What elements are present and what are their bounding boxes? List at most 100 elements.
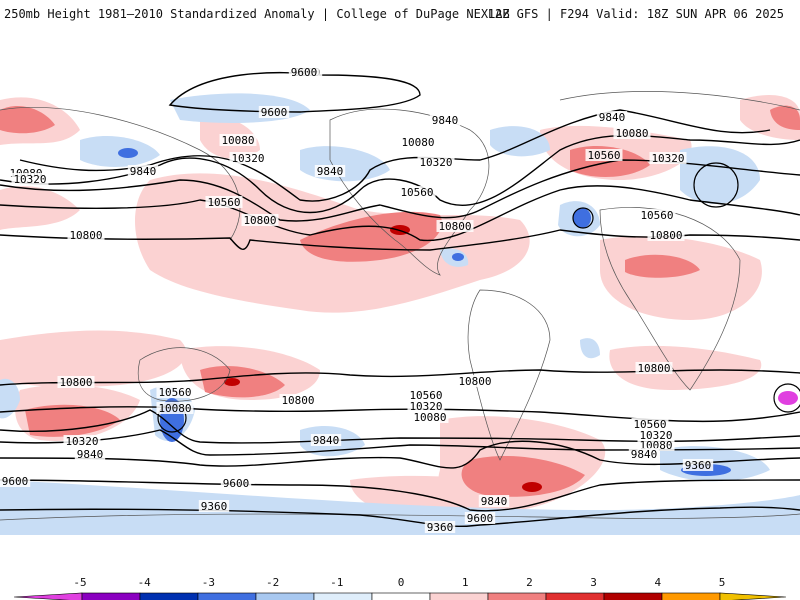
map-title: 250mb Height 1981–2010 Standardized Anom… [4,7,510,21]
contour-label-background [411,411,449,423]
contour-label-background [127,165,159,177]
contour-label: 9600 [223,477,250,490]
contour-label-background [57,376,95,388]
contour-9600-south [0,479,800,512]
contour-label: 10560 [633,418,666,431]
contour-label: 9840 [77,448,104,461]
contour-label-background [74,448,106,460]
contour-label: 10080 [221,134,254,147]
contour-label: 10800 [649,229,682,242]
contour-label-background [628,448,660,460]
contour-label-background [198,500,230,512]
contour-label: 10800 [281,394,314,407]
contour-label: 9600 [261,106,288,119]
contour-label-background [585,149,623,161]
africa-outline [599,207,741,391]
contour-label-background [0,475,31,487]
contour-label-background [436,220,474,232]
contour-label: 10560 [409,389,442,402]
contour-label-background [456,375,494,387]
colorbar-tick-label: -4 [137,576,151,589]
contour-label: 9360 [427,521,454,534]
contour-label: 10800 [458,375,491,388]
contour-label: 10080 [615,127,648,140]
contour-label-background [637,429,675,441]
colorbar-segment [719,592,787,600]
colorbar-segment [255,592,315,600]
antarctica-outline [0,513,800,521]
contour-label: 10320 [419,156,452,169]
contour-label-background [229,152,267,164]
contour-label: 10560 [640,209,673,222]
south-america-outline [467,289,551,461]
contour-label: 9600 [291,66,318,79]
anomaly-map: 9600960098409840984098401008010080100801… [0,40,800,570]
contour-10320-south [0,409,800,444]
colorbar [13,592,787,600]
contour-label-background [314,165,346,177]
colorbar-segment [429,592,489,600]
colorbar-segment [197,592,257,600]
contour-label-background [417,156,455,168]
contour-9840-south [0,440,800,469]
contour-label-background [67,229,105,241]
contour-label-background [399,136,437,148]
contour-label-background [647,229,685,241]
contour-10080-north [0,134,800,214]
contour-label: 9360 [685,459,712,472]
contour-label: 10080 [401,136,434,149]
contour-label-background [258,106,290,118]
contour-label-background [682,459,714,471]
contour-label: 9840 [130,165,157,178]
contour-label-background [241,214,279,226]
model-valid-time: 12Z GFS | F294 Valid: 18Z SUN APR 06 202… [487,7,784,21]
contour-label: 10320 [651,152,684,165]
colorbar-tick-label: -5 [73,576,87,589]
colorbar-tick-label: -2 [265,576,280,589]
colorbar-segment [371,592,431,600]
australia-outline [137,347,231,402]
contour-label-background [220,477,252,489]
contour-label-background [205,196,243,208]
contour-label-background [407,400,445,412]
colorbar-segment [313,592,373,600]
contour-label: 9840 [599,111,626,124]
contour-label-background [638,209,676,221]
contour-label: 10080 [158,402,191,415]
contour-label: 9840 [432,114,459,127]
colorbar-segment [81,592,141,600]
contour-label-background [63,435,101,447]
contour-label: 10560 [587,149,620,162]
colorbar-tick-label: 1 [461,576,469,589]
title-bar: 250mb Height 1981–2010 Standardized Anom… [0,0,800,40]
contour-label: 9840 [631,448,658,461]
contour-label-background [288,66,320,78]
colorbar-segment [139,592,199,600]
colorbar-tick-label: -1 [330,576,344,589]
contour-label-background [596,111,628,123]
contour-label-background [631,418,669,430]
contour-label-background [156,402,194,414]
negative-anomaly-light [0,93,800,535]
colorbar-tick-label: 5 [718,576,726,589]
contour-10320-north [0,159,800,222]
contour-label: 9840 [317,165,344,178]
contour-label: 10560 [158,386,191,399]
height-contours [0,71,800,528]
contour-label-background [424,521,456,533]
contour-10800-north [0,229,800,251]
contour-label: 10320 [13,173,46,186]
contour-label: 10800 [69,229,102,242]
contour-label: 10080 [413,411,446,424]
contour-label: 9360 [201,500,228,513]
contour-10800-south [0,369,800,386]
contour-label-background [407,389,445,401]
contour-labels: 9600960098409840984098401008010080100801… [0,66,714,534]
contour-9360-south [0,506,800,528]
contour-label: 10560 [400,186,433,199]
contour-9840-north [19,109,771,202]
contour-label-background [464,512,496,524]
colorbar-tick-label: -3 [201,576,216,589]
contour-10560-north [0,185,800,242]
contour-label-background [649,152,687,164]
